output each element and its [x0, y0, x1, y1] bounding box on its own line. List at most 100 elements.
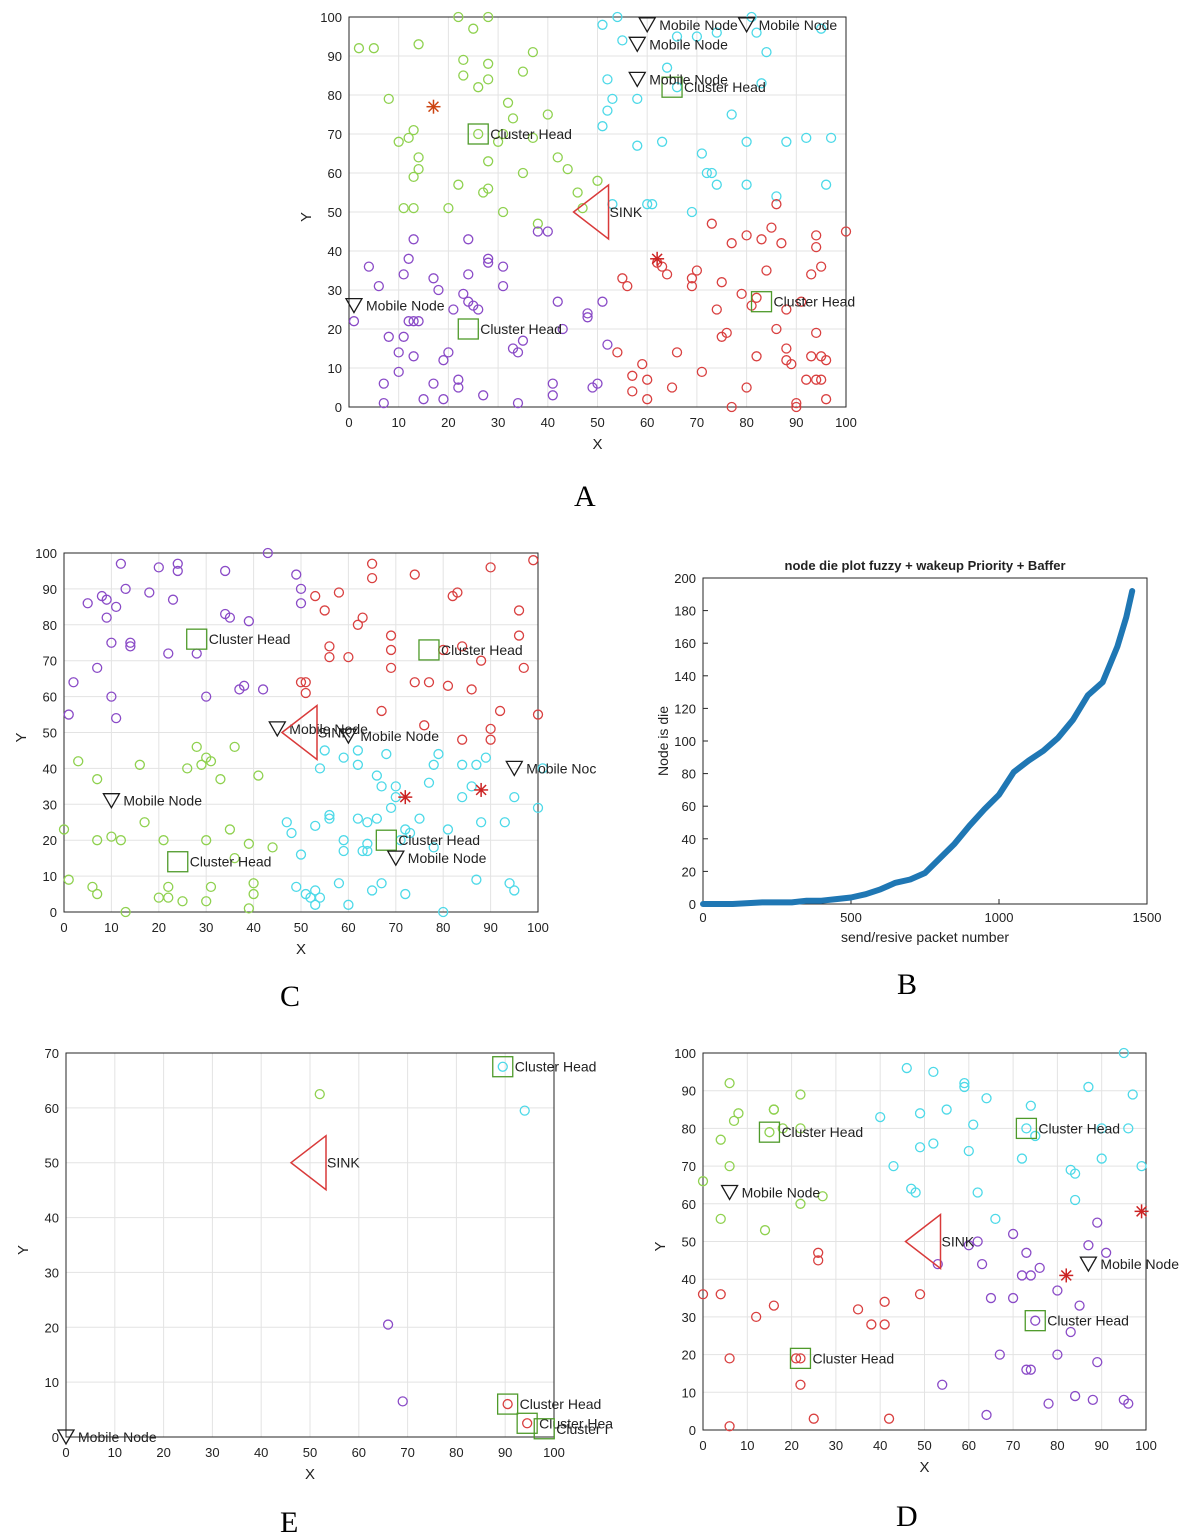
- y-tick-label: 10: [682, 1385, 696, 1400]
- sensor-node-purple: [153, 562, 164, 573]
- sensor-node-red: [627, 386, 638, 397]
- sensor-node-cyan: [433, 748, 444, 760]
- sensor-node-red: [879, 1319, 890, 1330]
- sensor-node-cyan: [801, 132, 812, 144]
- sensor-node-red: [813, 1247, 824, 1258]
- sensor-node-cyan: [319, 745, 330, 756]
- sink-label: SINK: [942, 1234, 975, 1250]
- sensor-node-purple: [291, 569, 302, 580]
- sensor-node-purple: [1083, 1240, 1094, 1251]
- plot-axes-box: [348, 16, 847, 408]
- sensor-node-green: [403, 132, 414, 144]
- caption-a: A: [574, 480, 596, 513]
- panel-e: 0 10 20 30 40 50 60 70 80 90 100 0 10 20 30 40 50 60 70 X Y C…: [15, 1046, 613, 1483]
- sensor-node-purple: [348, 316, 360, 327]
- sensor-node-red: [697, 1289, 709, 1300]
- sink-label: SINK: [610, 204, 643, 220]
- sensor-node-cyan: [771, 191, 782, 202]
- sensor-node-cyan: [990, 1213, 1001, 1225]
- sensor-node-cyan: [295, 849, 307, 860]
- sensor-node-red: [691, 265, 703, 276]
- sensor-node-green: [497, 128, 509, 140]
- sensor-node-green: [58, 824, 70, 835]
- sensor-node-cyan: [314, 892, 326, 903]
- sensor-node-red: [502, 1398, 513, 1410]
- cluster-head-marker: [750, 291, 773, 313]
- sensor-node-purple: [963, 1240, 974, 1251]
- mobile-node-marker: [638, 17, 657, 34]
- cluster-head-marker: [533, 1418, 555, 1440]
- sensor-node-purple: [125, 637, 136, 648]
- y-axis-label: Y: [298, 212, 315, 222]
- y-axis-label: Y: [15, 1245, 32, 1255]
- x-tick-label: 20: [441, 415, 455, 430]
- sensor-node-red: [686, 280, 698, 292]
- x-tick-label: 100: [543, 1445, 565, 1460]
- sensor-node-cyan: [1127, 1089, 1138, 1100]
- sensor-node-green: [697, 1176, 709, 1187]
- mobile-node-marker: [737, 17, 756, 34]
- y-tick-label: 30: [43, 797, 57, 812]
- sensor-node-red: [771, 199, 782, 210]
- cluster-head-label: Cluster Head: [515, 1059, 597, 1075]
- sensor-node-cyan: [352, 745, 364, 756]
- sensor-node-cyan: [696, 148, 708, 159]
- sensor-node-red: [423, 677, 435, 688]
- sensor-node-cyan: [376, 878, 387, 889]
- y-tick-label: 90: [43, 582, 57, 597]
- sensor-node-cyan: [632, 140, 643, 151]
- y-tick-label: 160: [674, 636, 696, 651]
- sensor-node-purple: [295, 583, 307, 595]
- sensor-node-red: [791, 397, 802, 409]
- plot-axes-box: [65, 1052, 555, 1438]
- sensor-node-purple: [557, 323, 568, 335]
- x-axis-label: X: [296, 941, 306, 958]
- y-axis-label: Y: [652, 1241, 669, 1251]
- sensor-node-green: [243, 838, 255, 849]
- sensor-node-cyan: [671, 31, 683, 42]
- sensor-node-green: [724, 1078, 735, 1089]
- sensor-node-red: [811, 241, 822, 253]
- sensor-node-purple: [110, 712, 122, 724]
- x-tick-label: 0: [345, 415, 352, 430]
- sensor-node-red: [751, 292, 762, 303]
- x-tick-label: 20: [152, 920, 166, 935]
- cluster-head-label: Cluster Head: [398, 832, 480, 848]
- sensor-node-red: [811, 327, 822, 339]
- y-tick-label: 100: [35, 546, 57, 561]
- cluster-head-label: Cluster Head: [190, 854, 272, 870]
- sensor-node-green: [215, 774, 226, 785]
- sensor-node-cyan: [333, 878, 345, 889]
- sensor-node-purple: [497, 280, 509, 292]
- x-tick-label: 60: [640, 415, 654, 430]
- sensor-node-cyan: [972, 1187, 983, 1198]
- sensor-node-green: [552, 152, 563, 163]
- sensor-node-green: [73, 756, 84, 767]
- sensor-node-red: [756, 234, 767, 245]
- sensor-node-cyan: [385, 802, 397, 814]
- cluster-head-marker: [492, 1056, 514, 1078]
- cluster-head-label: Cluster Head: [781, 1124, 863, 1140]
- mobile-node-marker: [339, 728, 358, 745]
- sensor-node-red: [452, 587, 463, 598]
- sensor-node-purple: [262, 547, 273, 559]
- sensor-node-cyan: [423, 777, 435, 788]
- sensor-node-cyan: [338, 835, 349, 846]
- x-tick-label: 30: [829, 1438, 843, 1453]
- sensor-node-cyan: [612, 11, 623, 23]
- cluster-head-marker: [418, 639, 440, 661]
- sensor-node-cyan: [466, 781, 477, 792]
- sensor-node-purple: [1052, 1285, 1063, 1296]
- sensor-node-red: [457, 734, 468, 745]
- sensor-node-red: [790, 1353, 802, 1364]
- sensor-node-green: [267, 842, 278, 853]
- sensor-node-cyan: [414, 813, 425, 824]
- sensor-node-red: [866, 1319, 877, 1330]
- sensor-node-cyan: [816, 23, 827, 34]
- y-tick-label: 120: [674, 701, 696, 716]
- sensor-node-cyan: [968, 1119, 979, 1130]
- x-tick-label: 0: [62, 1445, 69, 1460]
- x-tick-label: 70: [389, 920, 403, 935]
- sensor-node-purple: [1021, 1364, 1032, 1375]
- sensor-node-red: [840, 226, 852, 237]
